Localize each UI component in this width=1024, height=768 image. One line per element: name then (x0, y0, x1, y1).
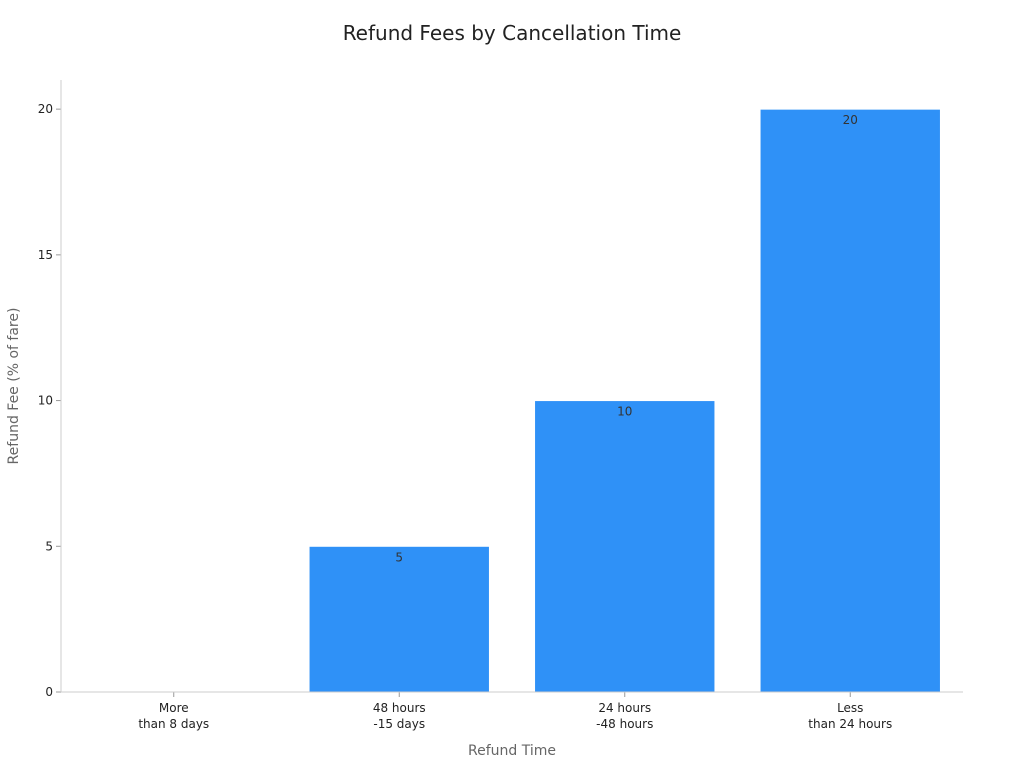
bar-data-label: 20 (843, 113, 858, 127)
x-axis-title: Refund Time (468, 743, 556, 759)
bar-data-label: 10 (617, 405, 632, 419)
y-tick-label: 0 (45, 685, 53, 699)
chart-title: Refund Fees by Cancellation Time (343, 21, 682, 45)
x-tick-label: More (159, 701, 189, 715)
bars-group: 5 10 20 (308, 108, 941, 693)
y-tick-label: 20 (38, 102, 53, 116)
x-tick-label: -15 days (373, 717, 425, 731)
bar-data-label: 5 (395, 550, 403, 564)
y-axis-ticks: 0 5 10 15 20 (38, 102, 61, 699)
bar (759, 108, 941, 693)
bar (534, 400, 716, 693)
x-tick-label: than 24 hours (808, 717, 892, 731)
x-axis-ticks: More than 8 days 48 hours -15 days 24 hours -… (138, 692, 892, 731)
x-tick-label: 24 hours (598, 701, 651, 715)
y-tick-label: 5 (45, 539, 53, 553)
bar (308, 545, 490, 693)
y-tick-label: 10 (38, 394, 53, 408)
x-tick-label: -48 hours (596, 717, 653, 731)
x-tick-label: than 8 days (138, 717, 209, 731)
y-axis-title: Refund Fee (% of fare) (6, 308, 22, 465)
x-tick-label: Less (837, 701, 863, 715)
y-tick-label: 15 (38, 248, 53, 262)
x-tick-label: 48 hours (373, 701, 426, 715)
